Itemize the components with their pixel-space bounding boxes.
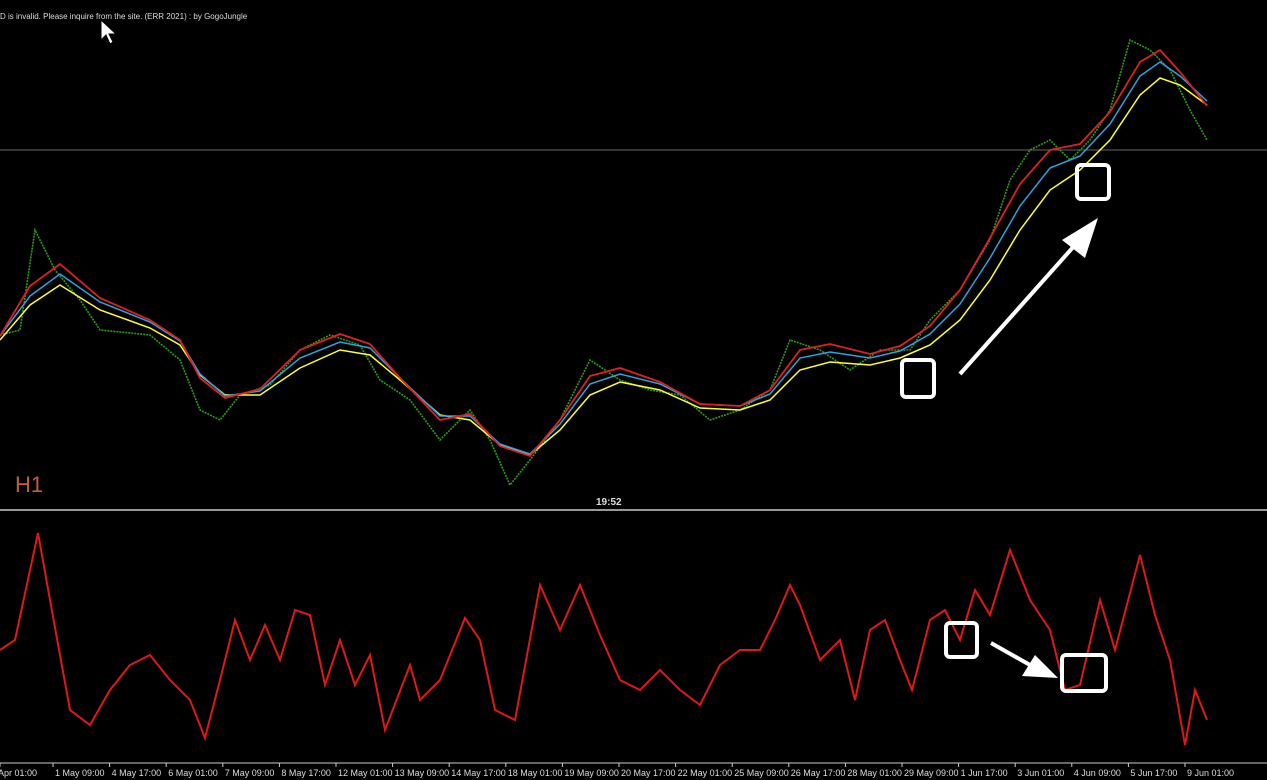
arrow xyxy=(990,641,1031,667)
time-label: 14 May 17:00 xyxy=(451,768,506,778)
time-label: 20 May 17:00 xyxy=(621,768,676,778)
time-label: 30 Apr 01:00 xyxy=(0,768,37,778)
time-label: 9 Jun 01:00 xyxy=(1187,768,1234,778)
time-label: 8 May 17:00 xyxy=(281,768,331,778)
time-label: 3 Jun 01:00 xyxy=(1017,768,1064,778)
cursor xyxy=(100,18,118,45)
highlight-box xyxy=(1075,163,1111,201)
timeframe-label: H1 xyxy=(15,472,43,497)
time-label: 22 May 01:00 xyxy=(678,768,733,778)
time-label: 1 May 09:00 xyxy=(55,768,105,778)
time-label: 29 May 09:00 xyxy=(904,768,959,778)
time-label: 4 May 17:00 xyxy=(112,768,162,778)
highlight-box xyxy=(944,621,979,659)
time-label: 13 May 09:00 xyxy=(395,768,450,778)
ma-fast xyxy=(0,48,1208,458)
highlight-box xyxy=(900,358,936,399)
time-label: 6 May 01:00 xyxy=(168,768,218,778)
price-bars xyxy=(0,38,1208,487)
ma-mid xyxy=(0,61,1208,455)
clock: 19:52 xyxy=(596,497,622,508)
time-label: 26 May 17:00 xyxy=(791,768,846,778)
time-label: 5 Jun 17:00 xyxy=(1130,768,1177,778)
oscillator-line xyxy=(0,532,1208,746)
time-axis: 30 Apr 01:00 1 May 09:00 4 May 17:00 6 May … xyxy=(0,763,1234,778)
arrow-head xyxy=(1022,655,1058,678)
highlight-box xyxy=(1060,653,1108,693)
error-message: D is invalid. Please inquire from the si… xyxy=(0,12,248,21)
arrow-head xyxy=(1062,218,1098,258)
time-label: 19 May 09:00 xyxy=(564,768,619,778)
time-label: 28 May 01:00 xyxy=(847,768,902,778)
time-label: 12 May 01:00 xyxy=(338,768,393,778)
time-label: 4 Jun 09:00 xyxy=(1074,768,1121,778)
time-label: 7 May 09:00 xyxy=(225,768,275,778)
time-label: 18 May 01:00 xyxy=(508,768,563,778)
arrow xyxy=(958,243,1077,376)
time-label: 1 Jun 17:00 xyxy=(961,768,1008,778)
time-label: 25 May 09:00 xyxy=(734,768,789,778)
